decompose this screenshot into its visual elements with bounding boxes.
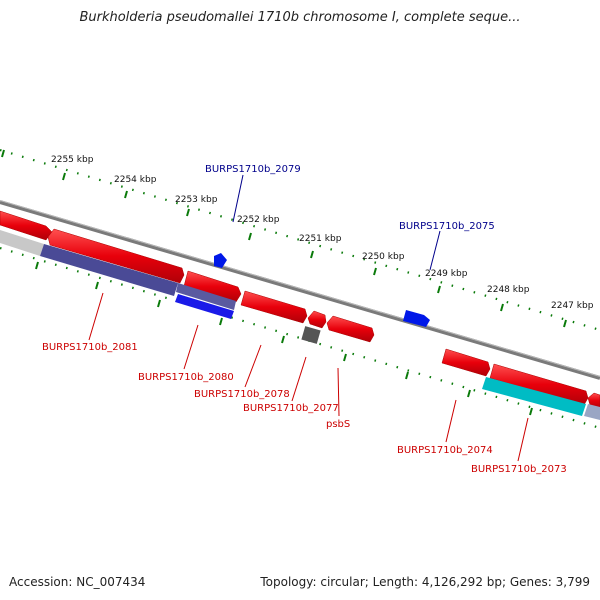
inner-tick [95,281,99,290]
gene-block-2074[interactable] [441,348,491,377]
reverse-gene-track [214,253,430,327]
kbp-label-2254: 2254 kbp [114,175,157,185]
gene-block-2078[interactable] [240,290,308,324]
map-title: Burkholderia pseudomallei 1710b chromoso… [79,10,521,25]
forward-gene-track [0,210,600,409]
gene-block-2075[interactable] [403,310,430,327]
gene-label-2075[interactable]: BURPS1710b_2075 [399,221,495,232]
gene-label-2078[interactable]: BURPS1710b_2078 [194,389,290,400]
kbp-label-2247: 2247 kbp [551,301,594,311]
analysis-track [0,230,600,420]
inner-tick [157,299,161,308]
leader-line [445,399,457,443]
gene-label-2077[interactable]: BURPS1710b_2077 [243,403,339,414]
major-tick [373,267,377,276]
gene-block-2077[interactable] [307,310,327,329]
outer-scale-ring: 2255 kbp 2254 kbp 2253 kbp 2252 kbp 2251… [0,148,600,332]
inner-tick [219,317,223,326]
gene-block-2080[interactable] [183,270,242,303]
inner-tick [529,407,533,416]
gene-label-2074[interactable]: BURPS1710b_2074 [397,445,493,456]
gene-label-2080[interactable]: BURPS1710b_2080 [138,372,234,383]
gene-label-psbs[interactable]: psbS [326,419,350,430]
gene-block-psbs[interactable] [326,315,375,343]
purple-segment[interactable] [40,244,178,296]
major-tick [563,319,567,328]
kbp-label-2253: 2253 kbp [175,195,218,205]
accession-text: Accession: NC_007434 [9,575,146,589]
leader-line [183,324,199,370]
backbone-highlight [0,200,600,377]
leader-line [232,174,244,223]
gene-block-2079[interactable] [214,253,227,268]
inner-tick [343,353,347,362]
leader-line [88,292,104,341]
major-tick [1,149,5,158]
cyan-segment[interactable] [482,377,586,416]
gene-label-2079[interactable]: BURPS1710b_2079 [205,164,301,175]
gray-segment [0,230,44,256]
major-tick [437,285,441,294]
gray-gene-marker[interactable] [301,326,321,344]
major-tick [248,232,252,241]
inner-tick [467,389,471,398]
major-tick [124,190,128,199]
inner-scale-ring [0,246,600,430]
inner-tick [35,261,39,270]
purple-segment-tail[interactable] [176,283,236,310]
kbp-label-2249: 2249 kbp [425,269,468,279]
leader-line [244,344,262,388]
gene-label-2081[interactable]: BURPS1710b_2081 [42,342,138,353]
kbp-label-2250: 2250 kbp [362,252,405,262]
gray-segment-right [584,404,600,420]
kbp-label-2248: 2248 kbp [487,285,530,295]
topology-text: Topology: circular; Length: 4,126,292 bp… [260,575,590,589]
kbp-label-2251: 2251 kbp [299,234,342,244]
outer-dotted-line [0,148,600,332]
inner-tick [405,371,409,380]
kbp-label-2255: 2255 kbp [51,155,94,165]
major-tick [62,172,66,181]
leader-line [517,417,529,462]
gene-block-2073[interactable] [489,363,589,406]
inner-dotted-line [0,246,600,430]
leader-line [291,356,307,402]
blue-segment[interactable] [175,294,234,319]
gene-block-2081[interactable] [47,228,185,284]
leader-line [337,367,340,417]
major-tick [186,208,190,217]
inner-tick [281,335,285,344]
backbone-line [0,200,600,380]
major-tick [310,250,314,259]
leader-line [429,230,441,271]
gene-label-2073[interactable]: BURPS1710b_2073 [471,464,567,475]
kbp-label-2252: 2252 kbp [237,215,280,225]
gene-labels: BURPS1710b_2079 BURPS1710b_2075 BURPS171… [42,164,567,475]
major-tick [500,303,504,312]
